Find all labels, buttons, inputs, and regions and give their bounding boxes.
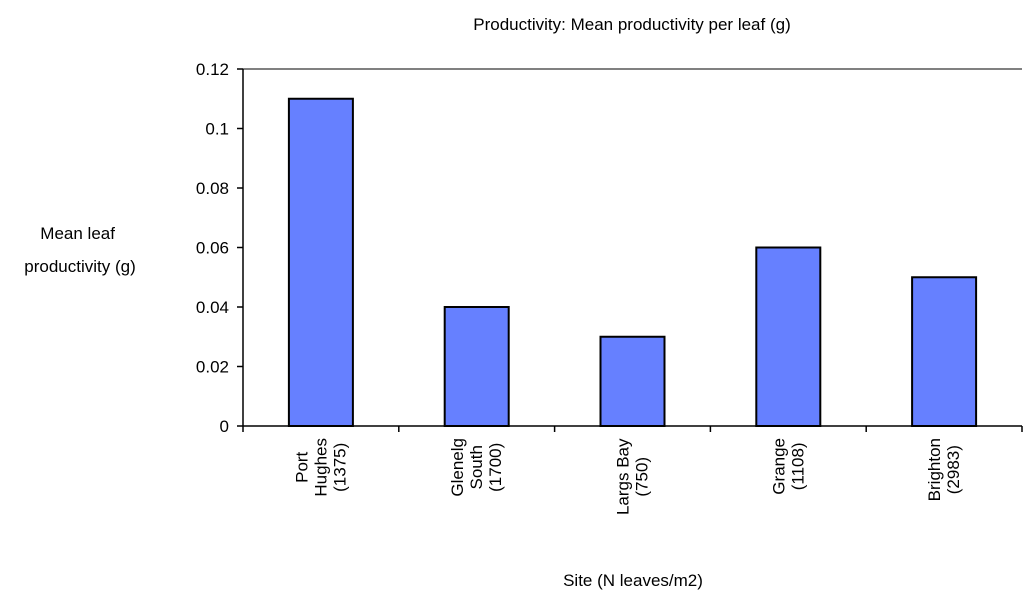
y-tick-label: 0.1 [205,120,229,139]
y-tick-label: 0 [220,417,229,436]
x-category-label-line: (2983) [944,445,963,494]
x-category-label: Glenelg South (1700) [448,438,505,497]
x-category-label: Grange (1108) [769,438,807,495]
x-category-label-line: Glenelg [448,438,467,497]
y-axis-title-line-2: productivity (g) [24,257,135,276]
y-tick-label: 0.06 [196,239,229,258]
x-category-label: Largs Bay (750) [614,438,652,515]
x-category-label-line: Port [292,451,311,482]
bar [287,97,354,427]
plot-area: 0 0.02 0.04 0.06 0.08 0.1 0.12 Port Hughes (1375)… [196,60,1023,515]
chart-title: Productivity: Mean productivity per leaf… [473,15,790,34]
x-category-label-line: Grange [769,438,788,495]
y-tick-label: 0.08 [196,179,229,198]
bar [755,246,822,427]
x-category-label-line: Brighton [925,438,944,501]
bar [443,306,510,427]
x-category-label-line: (1108) [788,442,807,490]
bar [911,276,978,427]
x-category-label: Port Hughes (1375) [292,438,349,497]
x-category-label-line: Largs Bay [614,438,633,515]
x-category-label-line: Hughes [311,438,330,497]
x-axis-title: Site (N leaves/m2) [563,571,703,590]
x-category-label-line: South [467,445,486,489]
y-axis-title-line-1: Mean leaf [40,224,115,243]
x-category-label-line: (750) [633,457,652,497]
x-category-label: Brighton (2983) [925,438,963,501]
y-tick-label: 0.02 [196,358,229,377]
x-category-label-line: (1700) [486,443,505,492]
y-tick-label: 0.12 [196,60,229,79]
y-tick-label: 0.04 [196,298,229,317]
y-axis-title: Mean leaf productivity (g) [24,224,135,276]
x-category-label-line: (1375) [330,443,349,492]
bar [599,335,666,427]
